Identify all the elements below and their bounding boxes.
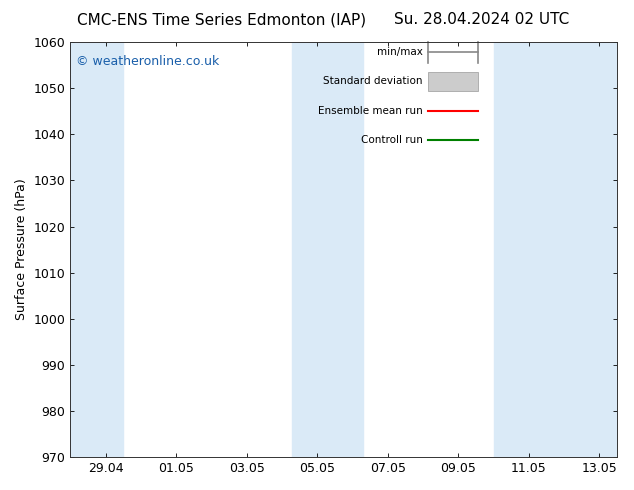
Text: CMC-ENS Time Series Edmonton (IAP): CMC-ENS Time Series Edmonton (IAP) <box>77 12 366 27</box>
Bar <box>292 42 328 457</box>
Bar <box>328 42 363 457</box>
Bar <box>70 42 123 457</box>
Y-axis label: Surface Pressure (hPa): Surface Pressure (hPa) <box>15 179 28 320</box>
Bar <box>429 73 477 91</box>
Bar <box>493 42 536 457</box>
Text: min/max: min/max <box>377 48 423 57</box>
Bar <box>536 42 617 457</box>
Text: Ensemble mean run: Ensemble mean run <box>318 105 423 116</box>
Text: Su. 28.04.2024 02 UTC: Su. 28.04.2024 02 UTC <box>394 12 569 27</box>
Text: Standard deviation: Standard deviation <box>323 76 423 86</box>
Text: Controll run: Controll run <box>361 135 423 145</box>
Text: © weatheronline.co.uk: © weatheronline.co.uk <box>75 54 219 68</box>
